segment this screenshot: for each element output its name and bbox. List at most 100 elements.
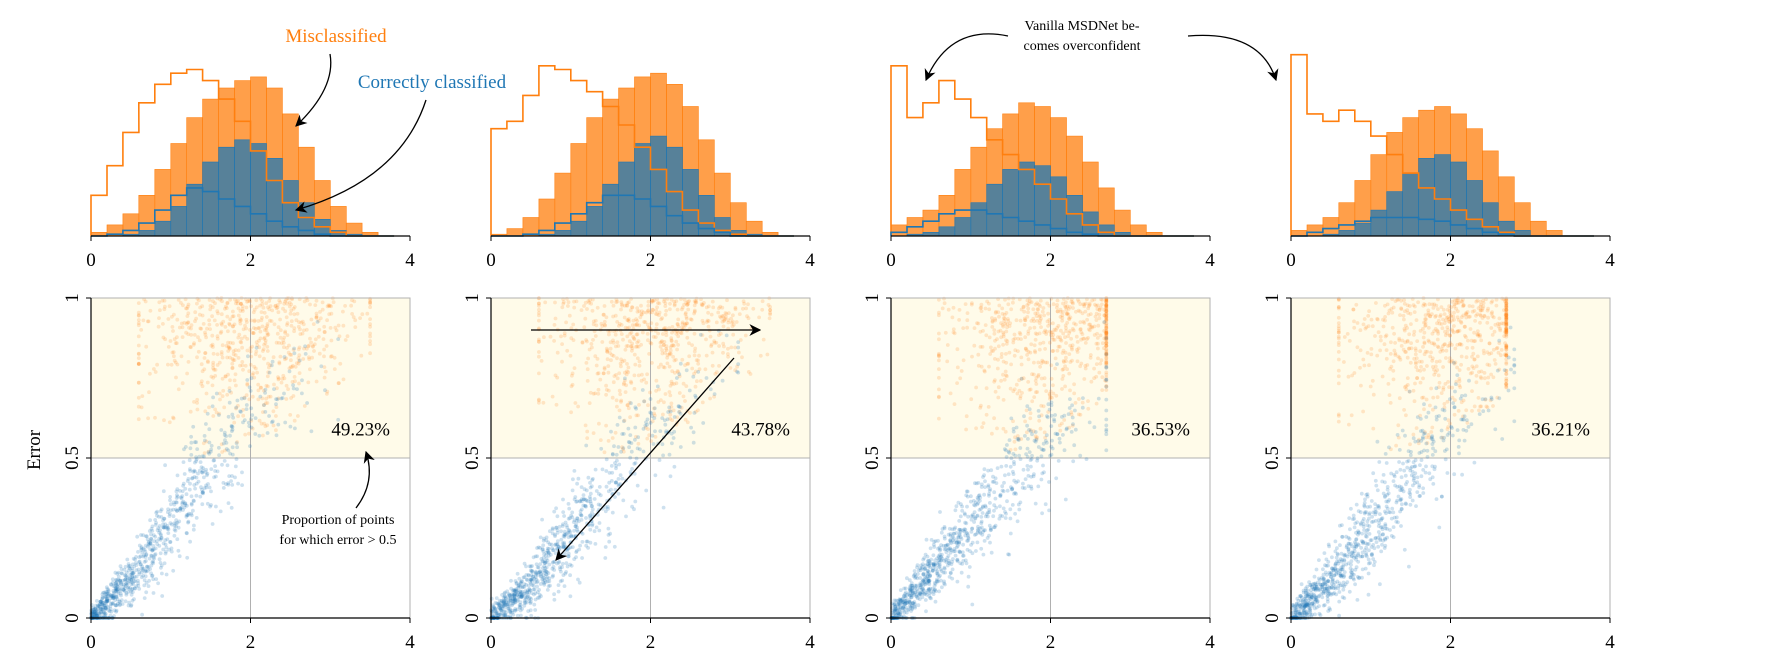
scatter2-point-correct (622, 419, 626, 424)
scatter3-point-correct (1033, 439, 1038, 444)
scatter4-point-misclassified (1352, 319, 1356, 324)
scatter4-point-misclassified (1402, 298, 1406, 302)
scatter1-point-misclassified (276, 375, 280, 379)
scatter1-point-misclassified (267, 365, 271, 370)
scatter1-point-correct (114, 586, 119, 591)
scatter4-point-misclassified (1491, 404, 1495, 408)
scatter1-point-misclassified (175, 335, 179, 340)
scatter2-point-misclassified (669, 297, 674, 302)
scatter2-point-correct (497, 603, 501, 607)
scatter3-point-misclassified (1090, 298, 1094, 303)
scatter3-point-correct (950, 534, 955, 539)
scatter3-point-correct (962, 529, 967, 534)
scatter1-point-misclassified (230, 365, 235, 370)
scatter3-point-correct (980, 532, 985, 537)
scatter4-point-misclassified (1404, 413, 1408, 418)
scatter3-point-correct (953, 508, 958, 513)
scatter2-point-misclassified (757, 315, 761, 320)
scatter1-point-correct (131, 570, 136, 575)
scatter3-point-correct (1043, 439, 1048, 443)
scatter2-point-misclassified (632, 352, 637, 357)
scatter3-point-misclassified (1076, 412, 1081, 417)
scatter2-point-misclassified (615, 320, 620, 324)
scatter1-point-misclassified (155, 362, 160, 367)
scatter1-point-correct (189, 440, 194, 445)
scatter1-point-misclassified (245, 381, 250, 386)
scatter4-point-misclassified (1403, 323, 1408, 328)
scatter2-point-correct (560, 561, 565, 566)
scatter1-point-correct (175, 493, 179, 497)
scatter3-point-correct (954, 504, 959, 509)
scatter1-point-correct (177, 554, 182, 559)
scatter2-point-misclassified (619, 300, 624, 305)
scatter3-point-misclassified (1055, 298, 1060, 303)
scatter3-point-correct (963, 520, 967, 525)
scatter3-point-correct (1049, 413, 1054, 418)
scatter1-point-misclassified (266, 332, 271, 337)
scatter2-point-correct (585, 539, 590, 544)
scatter1-point-correct (249, 425, 254, 430)
scatter2-point-misclassified (709, 312, 714, 317)
scatter1-point-correct (171, 568, 176, 573)
scatter1-point-correct (116, 591, 121, 596)
scatter2-point-misclassified (602, 304, 607, 308)
scatter1-point-misclassified (144, 344, 149, 349)
scatter3-point-misclassified (1062, 418, 1067, 422)
scatter2-point-correct (617, 415, 622, 420)
scatter2-point-misclassified (635, 344, 640, 349)
scatter1-point-correct (125, 575, 130, 580)
scatter2-point-correct (510, 610, 514, 615)
scatter3-point-misclassified (1026, 310, 1030, 315)
scatter1-point-correct (229, 424, 234, 428)
scatter2-point-misclassified (723, 316, 727, 321)
scatter4-point-misclassified (1436, 307, 1440, 311)
scatter2-point-misclassified (629, 330, 634, 335)
scatter3-point-correct (909, 595, 914, 600)
scatter3-point-misclassified (1051, 302, 1056, 307)
scatter1-point-misclassified (277, 361, 282, 366)
scatter2-point-misclassified (625, 301, 630, 305)
scatter1-point-correct (96, 609, 101, 614)
scatter2-point-misclassified (591, 338, 595, 342)
scatter3-proportion-label: 36.53% (1131, 420, 1190, 441)
scatter1-point-correct (134, 563, 139, 567)
scatter2-point-misclassified (632, 336, 636, 341)
scatter2-point-correct (620, 432, 625, 436)
scatter2-point-misclassified (583, 300, 588, 305)
scatter1-point-correct (171, 500, 176, 505)
scatter2-point-misclassified (611, 338, 615, 343)
scatter1-point-correct (95, 613, 100, 618)
scatter1-point-misclassified (172, 337, 177, 342)
scatter1-point-misclassified (184, 321, 189, 326)
scatter1-point-correct (208, 504, 213, 509)
scatter1-point-misclassified (189, 323, 194, 328)
scatter1-point-correct (118, 588, 123, 593)
scatter3-point-correct (1001, 506, 1006, 511)
scatter2-point-correct (577, 547, 582, 552)
scatter3-point-correct (1019, 376, 1024, 381)
scatter2-point-misclassified (742, 301, 747, 306)
scatter1-point-correct (130, 598, 135, 603)
scatter3-point-misclassified (1026, 332, 1031, 336)
scatter1-point-correct (192, 475, 197, 479)
scatter2-point-misclassified (668, 345, 673, 350)
scatter1-point-correct (127, 565, 131, 570)
scatter3-point-correct (903, 586, 908, 591)
scatter1-point-misclassified (215, 336, 220, 341)
scatter1-point-correct (263, 410, 268, 414)
scatter1-point-misclassified (234, 406, 238, 411)
scatter3-point-misclassified (1020, 391, 1024, 395)
scatter2-point-misclassified (741, 299, 746, 304)
scatter3-point-correct (933, 558, 937, 563)
scatter1-point-misclassified (172, 354, 176, 359)
scatter2-point-misclassified (611, 314, 615, 319)
scatter2-x-tick-label-1: 2 (646, 632, 656, 650)
scatter1-point-correct (142, 553, 147, 557)
scatter1-point-misclassified (140, 394, 145, 398)
scatter1-point-misclassified (251, 371, 256, 376)
hist2-bar-misclassified-4 (554, 172, 572, 237)
scatter3-point-correct (986, 484, 991, 489)
scatter1-point-correct (282, 355, 287, 359)
